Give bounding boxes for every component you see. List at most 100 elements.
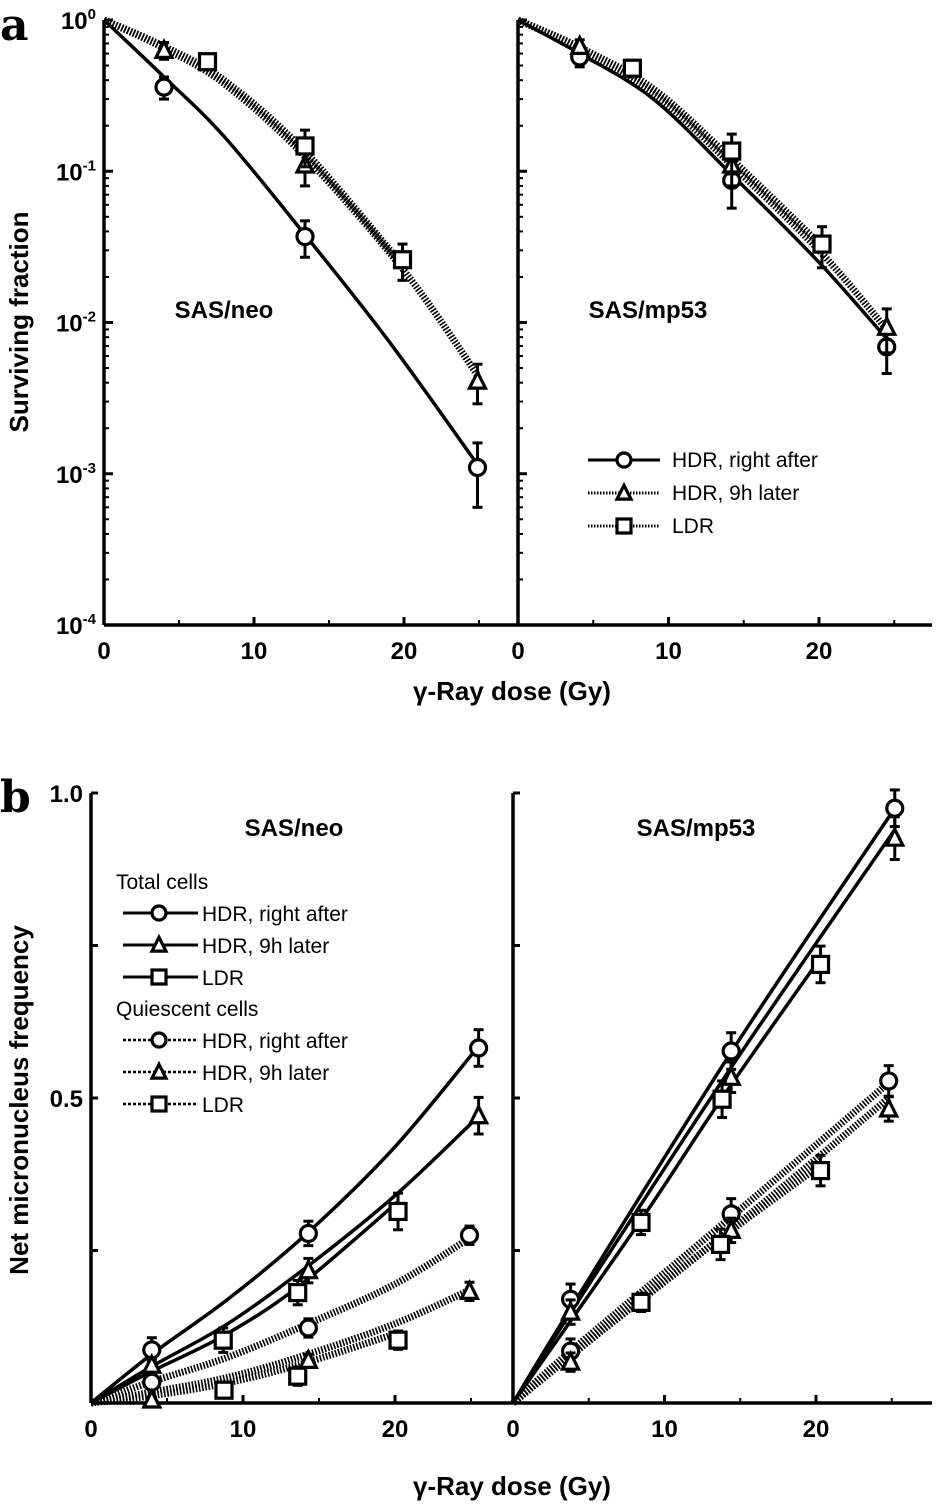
- b-mp53-series-line-6: [510, 1162, 823, 1406]
- b-mp53-x-tick-label: 0: [506, 1416, 519, 1443]
- legend-label: HDR, 9h later: [202, 935, 329, 958]
- a-neo-point-square: [197, 52, 218, 72]
- legend-group-heading: Total cells: [116, 871, 208, 894]
- b-mp53-point-triangle: [884, 825, 906, 847]
- b-neo-point-square: [213, 1330, 233, 1350]
- b-neo-x-tick-label: 20: [382, 1416, 409, 1443]
- b-mp53-point-square: [810, 1160, 831, 1181]
- a-neo-point-circle: [467, 457, 488, 478]
- a-mp53-series-line-1: [517, 18, 889, 340]
- a-neo-point-triangle: [153, 38, 175, 59]
- tick-exponent: -3: [83, 460, 96, 477]
- b-mp53-point-square: [631, 1212, 651, 1233]
- a-neo-series-line-3: [102, 16, 406, 268]
- tick-exponent: -2: [83, 309, 96, 326]
- panel-b-neo-title: SAS/neo: [245, 815, 344, 842]
- panel-a-x-axis-title: γ-Ray dose (Gy): [413, 676, 611, 706]
- b-mp53-x-tick-label: 10: [651, 1416, 678, 1443]
- a-neo-y-tick-label: 10-4: [56, 611, 97, 640]
- b-neo-y-tick-label: 1.0: [50, 781, 83, 808]
- legend-label: HDR, right after: [202, 903, 348, 926]
- a-mp53-point-square: [722, 141, 742, 161]
- tick-exponent: 0: [88, 6, 96, 23]
- a-mp53-point-triangle: [569, 33, 591, 55]
- b-mp53-point-circle: [885, 798, 905, 818]
- legend-circle-icon: [150, 904, 168, 922]
- panel-b-y-axis-title: Net micronucleus frequency: [4, 925, 34, 1275]
- legend-label: LDR: [672, 515, 714, 538]
- b-mp53-point-circle: [721, 1041, 741, 1061]
- tick-exponent: -1: [83, 157, 96, 174]
- legend-label: HDR, right after: [202, 1030, 348, 1053]
- legend-label: HDR, 9h later: [202, 1062, 329, 1085]
- b-neo-point-triangle: [141, 1352, 163, 1374]
- axes: [89, 18, 932, 1405]
- tick-base: 10: [56, 613, 83, 640]
- text-labels: a b Surviving fraction Net micronucleus …: [0, 0, 832, 1501]
- b-neo-x-tick-label: 10: [230, 1416, 257, 1443]
- a-neo-point-circle: [295, 226, 315, 247]
- b-neo-point-circle: [459, 1225, 480, 1245]
- b-neo-point-square: [288, 1366, 308, 1386]
- legend-group-heading: Quiescent cells: [116, 998, 258, 1021]
- b-neo-point-circle: [469, 1038, 489, 1058]
- a-neo-x-tick-label: 20: [391, 638, 418, 665]
- a-mp53-x-tick-label: 0: [511, 638, 524, 665]
- b-mp53-point-triangle: [720, 1218, 742, 1240]
- legends: HDR, right after HDR, 9h later LDR Total ce…: [116, 449, 818, 1117]
- b-neo-point-circle: [298, 1223, 318, 1244]
- b-neo-point-square: [388, 1330, 408, 1350]
- panel-a-y-axis-title: Surviving fraction: [4, 211, 34, 432]
- b-neo-series-line-6: [90, 1329, 400, 1407]
- a-mp53-point-square: [812, 234, 832, 254]
- panel-b-x-axis-title: γ-Ray dose (Gy): [413, 1471, 611, 1501]
- panel-a-letter: a: [0, 0, 29, 51]
- tick-base: 10: [56, 159, 83, 186]
- legend-triangle-icon: [149, 933, 169, 953]
- a-mp53-point-square: [622, 58, 642, 78]
- legend-circle-icon: [150, 1031, 168, 1049]
- a-mp53-series-line-2: [516, 16, 890, 332]
- b-neo-x-tick-label: 0: [84, 1416, 97, 1443]
- b-mp53-point-square: [810, 954, 831, 975]
- legend-label: HDR, right after: [672, 449, 818, 472]
- b-neo-point-square: [388, 1201, 408, 1222]
- panel-b-letter: b: [0, 772, 31, 823]
- b-mp53-point-triangle: [720, 1064, 742, 1086]
- legend-square-icon: [615, 517, 633, 535]
- b-neo-point-square: [214, 1380, 234, 1400]
- legend-square-icon: [150, 1095, 168, 1113]
- a-mp53-x-tick-label: 20: [806, 638, 833, 665]
- a-neo-y-tick-label: 10-1: [56, 157, 96, 186]
- b-neo-point-circle: [298, 1318, 318, 1338]
- tick-base: 10: [56, 311, 83, 338]
- legend-label: LDR: [202, 1094, 244, 1117]
- b-mp53-point-circle: [879, 1071, 899, 1091]
- a-neo-point-square: [295, 136, 315, 156]
- b-neo-point-triangle: [467, 1103, 490, 1125]
- tick-base: 10: [61, 8, 88, 35]
- a-neo-x-tick-label: 10: [241, 638, 268, 665]
- legend-label: HDR, 9h later: [672, 482, 799, 505]
- a-neo-y-tick-label: 10-2: [56, 309, 96, 338]
- a-mp53-series-line-3: [516, 16, 825, 249]
- b-neo-point-triangle: [297, 1258, 319, 1280]
- b-mp53-series-line-2: [511, 828, 897, 1404]
- tick-base: 10: [56, 462, 83, 489]
- tick-exponent: -4: [83, 611, 97, 628]
- b-mp53-series-line-3: [511, 956, 822, 1405]
- legend-triangle-icon: [614, 481, 634, 501]
- legend-label: LDR: [202, 967, 244, 990]
- legend-triangle-icon: [149, 1060, 169, 1080]
- panel-b-mp53-title: SAS/mp53: [637, 815, 756, 842]
- legend-circle-icon: [615, 451, 633, 469]
- b-neo-y-tick-label: 0.5: [50, 1086, 83, 1113]
- data-markers: [141, 33, 906, 1409]
- series-lines: [89, 16, 897, 1407]
- b-mp53-point-triangle: [559, 1349, 582, 1371]
- a-mp53-x-tick-label: 10: [655, 638, 682, 665]
- b-neo-point-triangle: [141, 1387, 163, 1409]
- a-neo-point-circle: [154, 77, 174, 97]
- panel-a-neo-title: SAS/neo: [175, 297, 274, 324]
